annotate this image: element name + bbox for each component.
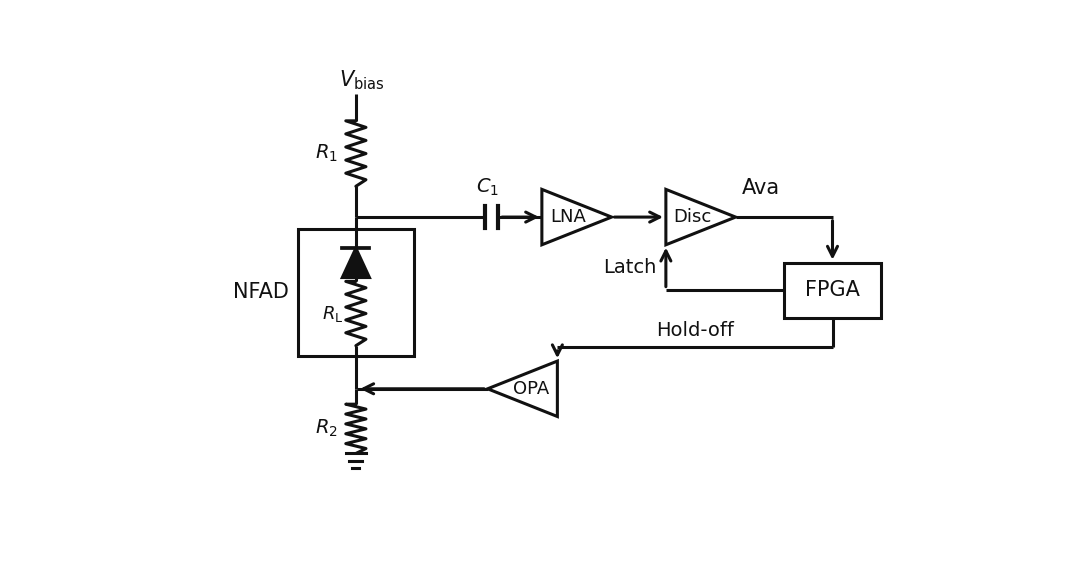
Bar <box>784 263 881 318</box>
Text: Latch: Latch <box>604 258 657 277</box>
Polygon shape <box>342 248 369 278</box>
Text: NFAD: NFAD <box>232 282 288 302</box>
Text: LNA: LNA <box>550 208 586 226</box>
Text: $R_1$: $R_1$ <box>315 143 338 164</box>
Text: $R_2$: $R_2$ <box>315 418 338 440</box>
Text: OPA: OPA <box>513 380 550 398</box>
Text: $R_{\rm L}$: $R_{\rm L}$ <box>322 304 343 324</box>
Text: Hold-off: Hold-off <box>656 320 734 339</box>
Text: Disc: Disc <box>673 208 711 226</box>
Text: $C_1$: $C_1$ <box>476 177 499 198</box>
Text: Ava: Ava <box>742 178 780 198</box>
Bar <box>298 228 414 355</box>
Text: FPGA: FPGA <box>805 280 860 300</box>
Text: $V_{\rm bias}$: $V_{\rm bias}$ <box>339 68 384 92</box>
